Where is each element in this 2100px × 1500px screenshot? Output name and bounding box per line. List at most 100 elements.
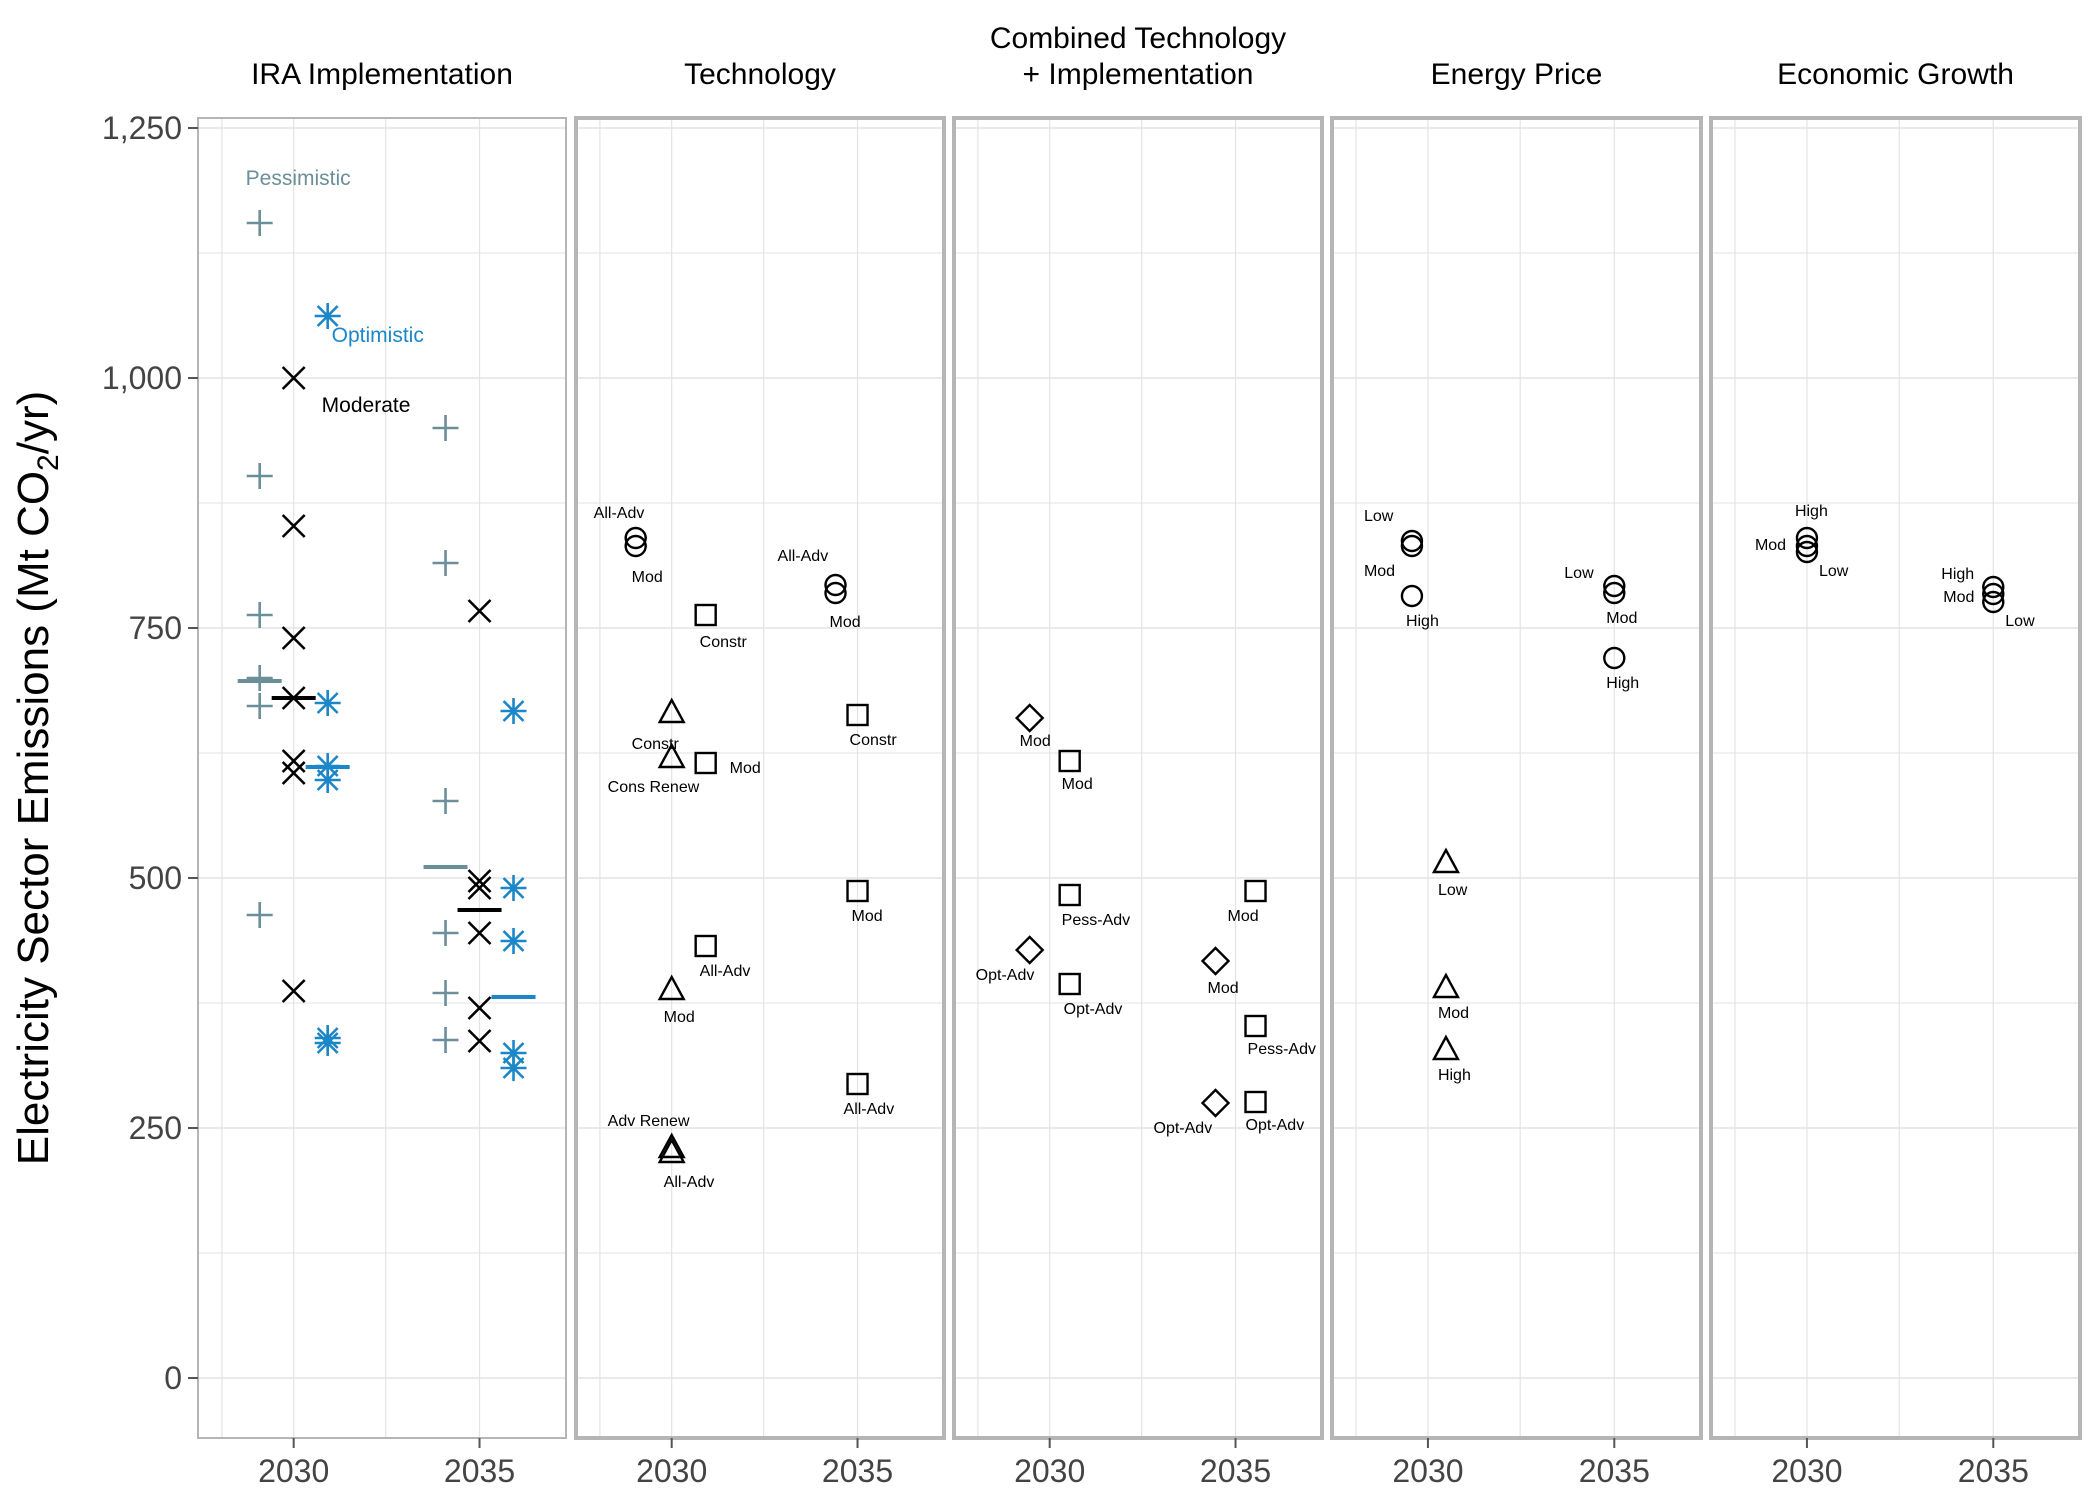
data-point [500,875,527,901]
data-point [246,902,273,928]
x-tick-label: 2030 [1392,1453,1463,1489]
point-label: Mod [1020,733,1051,750]
x-tick-label: 2035 [1579,1453,1650,1489]
point-label: Constr [850,732,898,749]
data-point [846,879,869,903]
point-label: Mod [852,908,883,925]
data-point [657,974,686,1001]
data-point [281,626,306,650]
point-label: Pess-Adv [1248,1041,1316,1058]
data-point [1244,1014,1267,1038]
data-point [1244,879,1267,903]
data-point [246,693,273,719]
series-label: Optimistic [332,324,424,347]
data-point [314,303,341,329]
point-label: All-Adv [700,963,751,980]
data-point [624,534,647,558]
data-point [657,697,686,724]
data-point [1400,529,1424,553]
y-tick-label: 1,000 [102,360,182,396]
panel-frame [952,116,1324,1440]
data-point [500,698,527,724]
data-point [824,573,847,597]
data-point [1014,703,1045,733]
panel-frames [197,116,2082,1440]
axes: 0 250 500 750 1,000 1,250 2030 2035 2030 2035 2030… [102,110,2029,1489]
data-point [1014,935,1045,965]
panel-title: IRA Implementation [251,58,513,91]
x-tick-label: 2030 [1014,1453,1085,1489]
panel-frame [574,116,946,1440]
data-point [846,703,869,727]
point-label: Opt-Adv [1154,1120,1213,1137]
x-tick-label: 2035 [1958,1453,2029,1489]
point-label: Pess-Adv [1062,912,1130,929]
point-label: Mod [1606,610,1637,627]
data-point [1200,946,1231,976]
series-label: Moderate [322,394,411,417]
data-point [432,415,459,441]
data-point [657,742,686,769]
data-point [467,1029,492,1053]
y-tick-label: 0 [164,1360,182,1396]
point-label: All-Adv [664,1174,715,1191]
data-point [281,979,306,1003]
data-point [1431,847,1460,874]
x-tick-label: 2030 [1771,1453,1842,1489]
data-point [314,767,341,793]
data-point [467,996,492,1020]
data-point [1982,582,2005,606]
panel-title: Economic Growth [1777,58,2014,91]
data-point [281,749,306,773]
data-point [467,921,492,945]
data-point [1982,575,2005,599]
panel-frame [1709,116,2082,1440]
data-point [281,366,306,390]
point-label: Mod [1364,563,1395,580]
point-label: High [1795,503,1828,520]
point-label: Mod [830,614,861,631]
data-point [657,1137,686,1164]
point-label: Mod [664,1009,695,1026]
data-point [246,210,273,236]
data-point [1400,534,1424,558]
data-point [246,463,273,489]
point-label: Opt-Adv [1246,1117,1305,1134]
y-tick-label: 1,250 [102,110,182,146]
point-label: All-Adv [594,505,645,522]
data-marks [237,210,2005,1164]
point-label: Mod [1943,589,1974,606]
data-point [694,603,717,627]
data-point [281,514,306,538]
data-point [246,602,273,628]
data-point [281,761,306,785]
data-point [467,869,492,893]
point-label: All-Adv [778,548,829,565]
panel-frame [1330,116,1703,1440]
data-point [432,788,459,814]
point-label: Mod [1208,980,1239,997]
panel-title: Technology [684,58,836,91]
point-label: High [1406,613,1439,630]
point-label: All-Adv [844,1101,895,1118]
point-label: Opt-Adv [1064,1001,1123,1018]
panel-title: Energy Price [1431,58,1603,91]
data-point [1400,584,1424,608]
data-point [694,934,717,958]
y-tick-label: 500 [129,860,182,896]
grid-layer [198,118,2080,1438]
point-label: Cons Renew [608,779,700,796]
data-point [1058,972,1081,996]
point-label: Constr [700,634,748,651]
point-label: Low [1438,882,1468,899]
point-label: High [1941,566,1974,583]
panel-titles: IRA Implementation Technology Combined Tec… [251,22,2014,91]
data-point [500,1040,527,1066]
data-point [467,876,492,900]
y-tick-label: 750 [129,610,182,646]
point-label: Adv Renew [608,1113,690,1130]
data-point [432,920,459,946]
point-label: Low [1564,565,1594,582]
point-label: Low [1819,563,1849,580]
